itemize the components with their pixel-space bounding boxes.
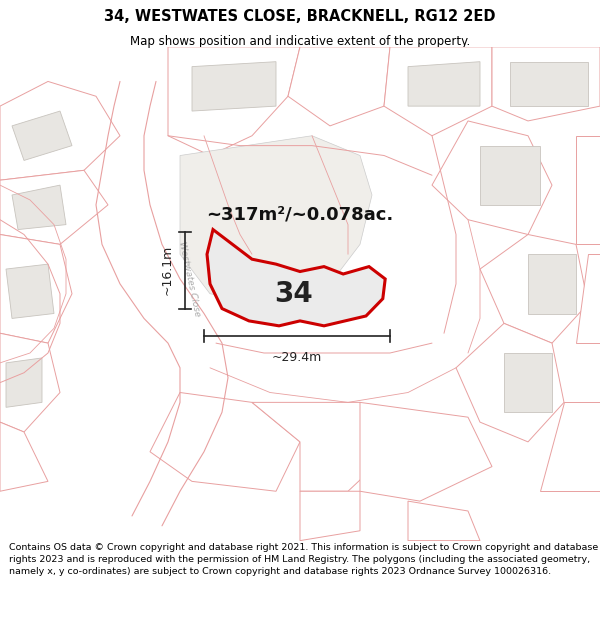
Polygon shape bbox=[6, 264, 54, 318]
Text: Westwates Close: Westwates Close bbox=[176, 241, 202, 318]
Polygon shape bbox=[0, 333, 60, 432]
Text: 34: 34 bbox=[275, 280, 313, 308]
Polygon shape bbox=[0, 81, 120, 180]
Polygon shape bbox=[480, 146, 540, 205]
Polygon shape bbox=[168, 47, 300, 156]
Polygon shape bbox=[12, 185, 66, 229]
Polygon shape bbox=[360, 402, 492, 501]
Polygon shape bbox=[576, 136, 600, 244]
Polygon shape bbox=[207, 229, 385, 326]
Text: Contains OS data © Crown copyright and database right 2021. This information is : Contains OS data © Crown copyright and d… bbox=[9, 543, 598, 576]
Polygon shape bbox=[492, 47, 600, 121]
Polygon shape bbox=[480, 234, 588, 343]
Polygon shape bbox=[150, 392, 300, 491]
Polygon shape bbox=[180, 136, 372, 304]
Text: ~317m²/~0.078ac.: ~317m²/~0.078ac. bbox=[206, 206, 394, 224]
Polygon shape bbox=[432, 121, 552, 234]
Text: ~29.4m: ~29.4m bbox=[272, 351, 322, 364]
Polygon shape bbox=[192, 62, 276, 111]
Polygon shape bbox=[540, 402, 600, 491]
Polygon shape bbox=[0, 234, 72, 343]
Polygon shape bbox=[504, 353, 552, 412]
Polygon shape bbox=[6, 358, 42, 408]
Text: Map shows position and indicative extent of the property.: Map shows position and indicative extent… bbox=[130, 35, 470, 48]
Text: 34, WESTWATES CLOSE, BRACKNELL, RG12 2ED: 34, WESTWATES CLOSE, BRACKNELL, RG12 2ED bbox=[104, 9, 496, 24]
Polygon shape bbox=[300, 491, 360, 541]
Polygon shape bbox=[576, 254, 600, 343]
Polygon shape bbox=[408, 62, 480, 106]
Polygon shape bbox=[0, 422, 48, 491]
Polygon shape bbox=[510, 62, 588, 106]
Polygon shape bbox=[12, 111, 72, 161]
Polygon shape bbox=[456, 323, 564, 442]
Polygon shape bbox=[528, 254, 576, 314]
Polygon shape bbox=[288, 47, 390, 126]
Text: ~16.1m: ~16.1m bbox=[161, 245, 174, 296]
Polygon shape bbox=[0, 170, 108, 244]
Polygon shape bbox=[408, 501, 480, 541]
Polygon shape bbox=[252, 402, 390, 491]
Polygon shape bbox=[384, 47, 492, 136]
